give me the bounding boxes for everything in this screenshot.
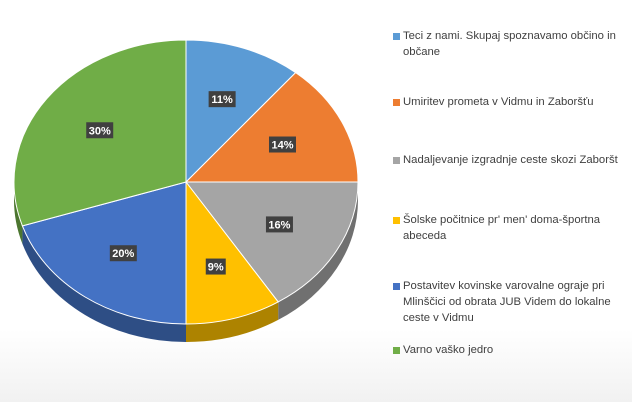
data-label-box-1 [208,91,236,108]
data-label-1: 11% [208,91,236,108]
data-label-text-3: 16% [268,219,290,231]
pie-slice-5 [21,181,187,325]
data-labels: 11% 14% 16% 9% 20% 30% [86,91,296,275]
legend-swatch-1 [393,33,400,40]
data-label-box-2 [268,136,296,153]
data-label-box-5 [109,245,137,262]
legend-swatch-4 [393,217,400,224]
data-label-4: 9% [205,258,226,275]
legend-swatch-2 [393,99,400,106]
data-label-5: 20% [109,245,137,262]
legend-item-5: Postavitev kovinske varovalne ograje pri… [393,278,625,326]
pie-slice-3 [184,181,359,303]
legend-label-1: Teci z nami. Skupaj spoznavamo občino in… [403,30,616,58]
legend-swatch-5 [393,283,400,290]
legend-item-3: Nadaljevanje izgradnje ceste skozi Zabor… [393,152,625,168]
data-label-text-6: 30% [89,125,111,137]
data-label-6: 30% [86,122,114,139]
data-label-text-1: 11% [211,94,233,106]
legend-label-5: Postavitev kovinske varovalne ograje pri… [403,280,611,324]
data-label-text-2: 14% [271,140,293,152]
pie-slice-2 [184,71,359,183]
pie-side-3 [278,182,358,320]
pie-slice-4 [185,180,279,325]
legend-label-3: Nadaljevanje izgradnje ceste skozi Zabor… [403,154,618,166]
legend-item-2: Umiritev prometa v Vidmu in Zaboršťu [393,94,625,110]
pie-slices [13,39,359,325]
pie-slice-1 [185,39,297,184]
pie-side-walls [14,182,358,342]
legend-label-6: Varno vaško jedro [403,344,494,356]
data-label-box-4 [205,258,226,275]
data-label-box-6 [86,122,114,139]
pie-side-4 [186,301,279,342]
data-label-3: 16% [265,216,293,233]
legend-label-4: Šolske počitnice pr' men' doma-športna a… [403,214,601,242]
data-label-text-5: 20% [112,248,134,260]
data-label-text-4: 9% [208,262,224,274]
legend-label-2: Umiritev prometa v Vidmu in Zaboršťu [403,96,594,108]
legend-swatch-3 [393,157,400,164]
pie-side-5 [22,225,187,342]
pie-side-6 [14,182,23,244]
data-label-box-3 [265,216,293,233]
data-label-2: 14% [268,136,296,153]
legend-swatch-6 [393,347,400,354]
legend-item-1: Teci z nami. Skupaj spoznavamo občino in… [393,28,625,60]
legend-item-6: Varno vaško jedro [393,342,625,358]
legend-item-4: Šolske počitnice pr' men' doma-športna a… [393,212,625,244]
